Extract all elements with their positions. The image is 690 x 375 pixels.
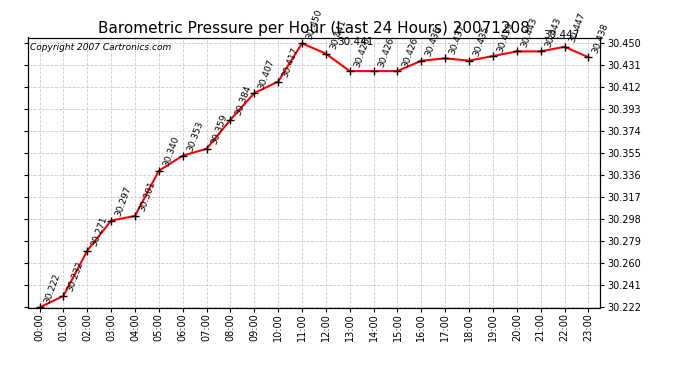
Title: Barometric Pressure per Hour (Last 24 Hours) 20071208: Barometric Pressure per Hour (Last 24 Ho…: [98, 21, 530, 36]
Text: 30.426: 30.426: [376, 36, 395, 68]
Text: 30.271: 30.271: [90, 215, 109, 248]
Text: 30.407: 30.407: [257, 58, 276, 90]
Text: 30.437: 30.437: [448, 23, 467, 56]
Text: 30.426: 30.426: [400, 36, 420, 68]
Text: 30.222: 30.222: [42, 272, 61, 305]
Text: 30.359: 30.359: [209, 113, 228, 146]
Text: 30.232: 30.232: [66, 261, 86, 293]
Text: 30.353: 30.353: [186, 120, 205, 153]
Text: 30.435: 30.435: [424, 25, 444, 58]
Text: 30.443: 30.443: [520, 16, 539, 49]
Text: 30.439: 30.439: [495, 21, 515, 53]
Text: 30.438: 30.438: [591, 22, 611, 54]
Text: 30.447: 30.447: [567, 11, 586, 44]
Text: 30.443: 30.443: [544, 16, 562, 49]
Text: 30.441: 30.441: [337, 37, 373, 47]
Text: 30.447: 30.447: [544, 30, 580, 40]
Text: Copyright 2007 Cartronics.com: Copyright 2007 Cartronics.com: [30, 43, 172, 52]
Text: 30.441: 30.441: [328, 18, 348, 51]
Text: 30.340: 30.340: [161, 135, 181, 168]
Text: 30.426: 30.426: [353, 36, 372, 68]
Text: 30.297: 30.297: [114, 185, 133, 218]
Text: 30.435: 30.435: [472, 25, 491, 58]
Text: 30.301: 30.301: [138, 180, 157, 213]
Text: 30.450: 30.450: [305, 8, 324, 40]
Text: 30.417: 30.417: [281, 46, 300, 79]
Text: 30.384: 30.384: [233, 84, 253, 117]
